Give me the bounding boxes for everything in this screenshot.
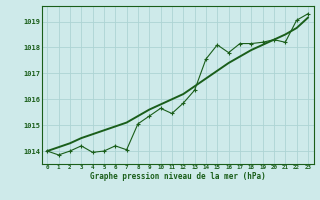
X-axis label: Graphe pression niveau de la mer (hPa): Graphe pression niveau de la mer (hPa) [90,172,266,181]
